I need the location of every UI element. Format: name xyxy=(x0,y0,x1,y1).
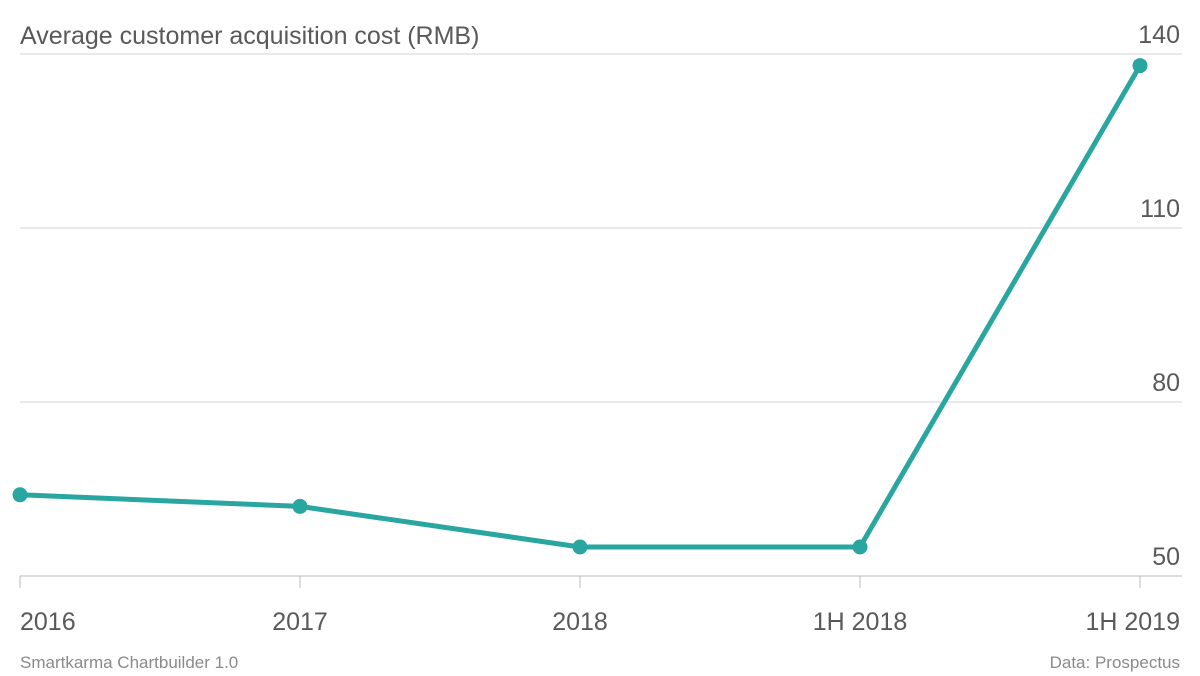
x-tick-label: 2016 xyxy=(20,608,76,636)
y-tick-label: 80 xyxy=(1152,369,1180,397)
x-tick-label: 2018 xyxy=(552,608,608,636)
chart-credit: Smartkarma Chartbuilder 1.0 xyxy=(20,653,238,672)
y-tick-label: 140 xyxy=(1138,21,1180,49)
x-tick-label: 2017 xyxy=(272,608,328,636)
x-tick-label: 1H 2018 xyxy=(813,608,908,636)
series-line xyxy=(17,63,1143,550)
x-axis-ticks: 2016 2017 2018 1H 2018 1H 2019 xyxy=(19,576,1180,636)
data-point xyxy=(292,498,308,514)
chart-title: Average customer acquisition cost (RMB) xyxy=(20,22,479,50)
data-source: Data: Prospectus xyxy=(1050,653,1180,672)
y-tick-label: 110 xyxy=(1140,195,1180,223)
series xyxy=(12,58,1148,555)
data-point xyxy=(572,539,588,555)
y-tick-label: 50 xyxy=(1152,543,1180,571)
y-axis-ticks: 50 80 110 140 xyxy=(1138,21,1180,571)
data-point xyxy=(1132,58,1148,74)
gridlines xyxy=(20,53,1182,577)
data-point xyxy=(852,539,868,555)
x-tick-label: 1H 2019 xyxy=(1085,608,1180,636)
data-point xyxy=(12,487,28,503)
